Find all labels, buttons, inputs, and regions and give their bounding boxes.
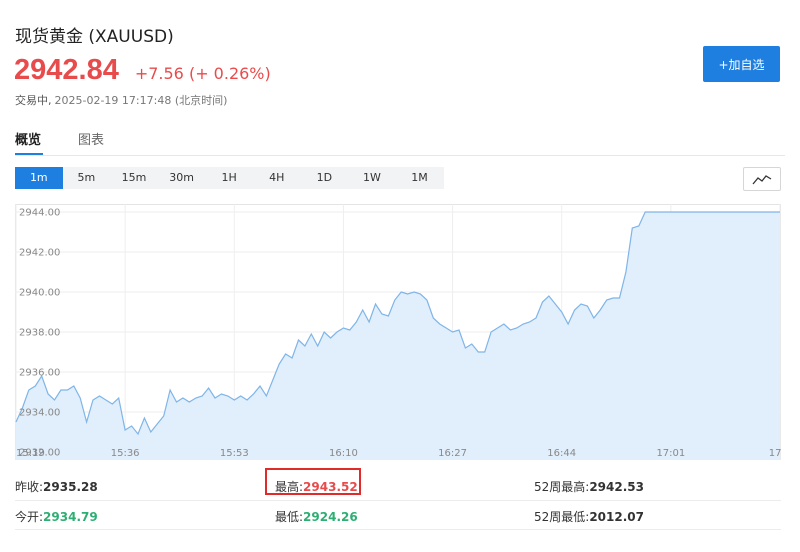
y-tick-label: 2944.00	[19, 208, 60, 219]
period-1m[interactable]: 1m	[15, 167, 63, 189]
stat-low: 最低:2924.26	[275, 508, 358, 525]
stat-open: 今开:2934.79	[15, 508, 98, 525]
last-price: 2942.84	[14, 54, 119, 86]
period-15m[interactable]: 15m	[121, 171, 147, 184]
y-tick-label: 2938.00	[19, 328, 60, 339]
chart-type-toggle-button[interactable]	[743, 167, 781, 191]
price-change: +7.56 (+ 0.26%)	[134, 64, 271, 83]
x-tick-label: 15:19	[16, 448, 45, 459]
price-line	[15, 211, 780, 436]
period-4h[interactable]: 4H	[269, 171, 285, 184]
tab-chart[interactable]: 图表	[78, 133, 105, 148]
price-area	[16, 212, 780, 460]
period-1d[interactable]: 1D	[316, 171, 333, 184]
stat-value: 2012.07	[589, 510, 644, 524]
y-tick-label: 2936.00	[19, 368, 60, 379]
trading-status: 交易中, 2025-02-19 17:17:48 (北京时间)	[15, 92, 227, 108]
stats-divider-bottom	[15, 529, 781, 530]
stat-label: 今开:	[15, 510, 44, 524]
stat-label: 最低:	[275, 510, 304, 524]
period-5m[interactable]: 5m	[77, 171, 96, 184]
x-tick-label: 16:10	[329, 448, 358, 459]
instrument-title: 现货黄金 (XAUUSD)	[15, 27, 174, 47]
tab-divider	[15, 155, 785, 156]
stat-value: 2943.52	[303, 480, 358, 494]
stat-label: 52周最低:	[534, 510, 590, 524]
stat-52w-high: 52周最高:2942.53	[534, 478, 644, 495]
stat-label: 最高:	[275, 480, 304, 494]
period-1mo[interactable]: 1M	[411, 171, 428, 184]
stat-label: 52周最高:	[534, 480, 590, 494]
period-1w[interactable]: 1W	[363, 171, 381, 184]
x-tick-label: 16:27	[438, 448, 467, 459]
period-1h[interactable]: 1H	[221, 171, 237, 184]
timestamp: 2025-02-19 17:17:48 (北京时间)	[54, 94, 228, 107]
y-tick-label: 2940.00	[19, 288, 60, 299]
x-tick-label: 15:53	[220, 448, 249, 459]
add-to-watchlist-button[interactable]: +加自选	[703, 46, 780, 82]
x-tick-label: 17:1	[769, 448, 781, 459]
y-tick-label: 2934.00	[19, 408, 60, 419]
period-selector: 1m 5m 15m 30m 1H 4H 1D 1W 1M	[15, 167, 444, 189]
x-tick-label: 17:01	[656, 448, 685, 459]
stat-value: 2934.79	[43, 510, 98, 524]
stat-value: 2942.53	[589, 480, 644, 494]
stat-high: 最高:2943.52	[275, 478, 358, 495]
active-tab-indicator	[15, 153, 43, 155]
x-tick-label: 16:44	[547, 448, 576, 459]
stats-divider	[15, 500, 781, 501]
period-30m[interactable]: 30m	[169, 171, 194, 184]
status-label: 交易中,	[15, 94, 52, 107]
stat-value: 2935.28	[43, 480, 98, 494]
stat-label: 昨收:	[15, 480, 44, 494]
y-tick-label: 2932.00	[19, 448, 60, 459]
stat-value: 2924.26	[303, 510, 358, 524]
price-chart-svg: 2944.00 2942.00 2940.00 2938.00 2936.00 2934.…	[15, 204, 781, 460]
tab-bar: 概览 图表	[0, 120, 800, 156]
highlight-box	[265, 468, 361, 495]
tab-overview[interactable]: 概览	[15, 133, 42, 148]
price-chart: 2944.00 2942.00 2940.00 2938.00 2936.00 2934.…	[15, 204, 781, 460]
x-tick-label: 15:36	[111, 448, 140, 459]
stat-prev-close: 昨收:2935.28	[15, 478, 98, 495]
line-chart-icon	[752, 175, 772, 185]
stat-52w-low: 52周最低:2012.07	[534, 508, 644, 525]
y-tick-label: 2942.00	[19, 248, 60, 259]
price-row: 2942.84 +7.56 (+ 0.26%)	[14, 54, 271, 87]
